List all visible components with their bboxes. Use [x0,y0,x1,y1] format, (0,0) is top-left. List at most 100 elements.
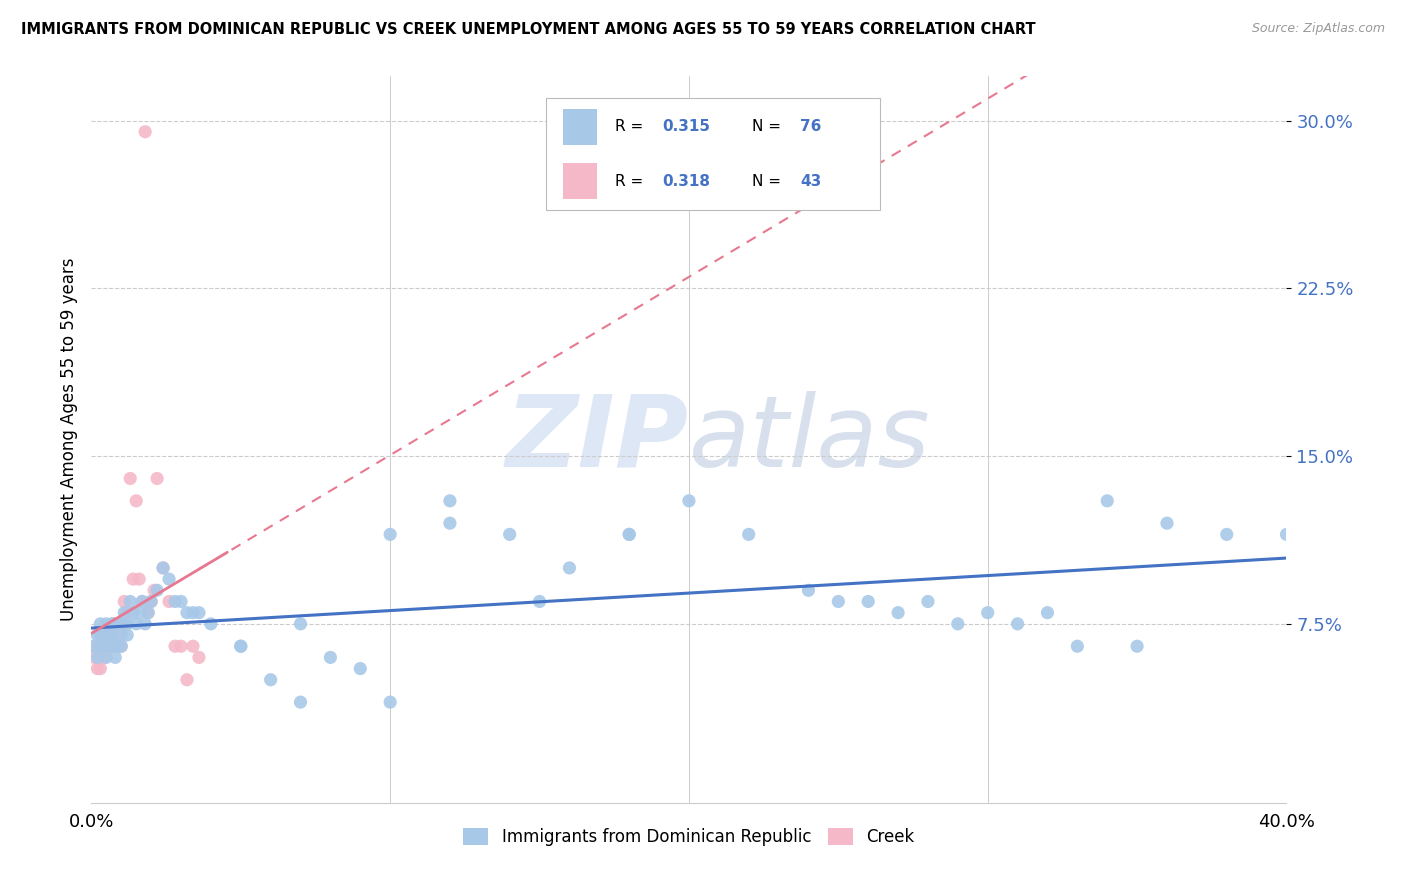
Point [89,650,111,665]
Point [89,639,111,653]
Point [115,606,138,620]
Point [163,594,186,608]
Point [136,606,159,620]
Point [136,606,159,620]
Point [176,606,198,620]
Point [96,639,118,653]
Point [157,572,180,586]
Text: 43: 43 [800,174,821,189]
Point [93,628,115,642]
Point [120,471,142,485]
Point [110,639,132,653]
Point [134,125,156,139]
Point [112,606,135,620]
Point [380,527,402,541]
Point [827,594,849,608]
Point [83,639,105,653]
Text: ZIP: ZIP [506,391,689,488]
Point [1126,639,1149,653]
Point [128,572,150,586]
Point [101,639,124,653]
Point [93,628,115,642]
Point [181,606,204,620]
Point [107,616,129,631]
Point [290,616,312,631]
Point [98,628,121,642]
Point [125,493,148,508]
Point [152,561,174,575]
Point [104,650,127,665]
Point [93,650,115,665]
Point [141,594,163,608]
Point [83,650,105,665]
Point [1036,606,1059,620]
Point [96,650,118,665]
Point [96,639,118,653]
Point [93,639,115,653]
Point [229,639,252,653]
Point [107,639,129,653]
Text: R =: R = [614,174,648,189]
Point [188,650,211,665]
Point [678,493,700,508]
Text: N =: N = [752,120,786,134]
Point [96,616,118,631]
Point [86,650,108,665]
Point [1007,616,1029,631]
Point [104,639,127,653]
Point [499,527,522,541]
Point [120,594,142,608]
Point [101,628,124,642]
Point [89,639,111,653]
Point [188,606,211,620]
Point [122,572,145,586]
Point [104,616,127,631]
Point [946,616,969,631]
Point [143,583,166,598]
Point [110,616,132,631]
Point [112,616,135,631]
Point [737,527,759,541]
FancyBboxPatch shape [546,97,880,211]
Point [128,606,150,620]
Point [176,673,198,687]
Point [163,639,186,653]
Point [86,662,108,676]
Point [125,616,148,631]
Text: IMMIGRANTS FROM DOMINICAN REPUBLIC VS CREEK UNEMPLOYMENT AMONG AGES 55 TO 59 YEA: IMMIGRANTS FROM DOMINICAN REPUBLIC VS CR… [21,22,1036,37]
Point [112,594,135,608]
Point [319,650,342,665]
Point [86,639,108,653]
Point [157,594,180,608]
Y-axis label: Unemployment Among Ages 55 to 59 years: Unemployment Among Ages 55 to 59 years [59,258,77,621]
Point [104,639,127,653]
Point [976,606,998,620]
Point [134,616,156,631]
Point [1275,527,1298,541]
Point [439,493,461,508]
Point [439,516,461,531]
Point [146,583,169,598]
Point [200,616,222,631]
Text: 76: 76 [800,120,821,134]
Point [101,616,124,631]
Point [858,594,880,608]
Point [1097,493,1119,508]
Point [101,639,124,653]
Point [86,628,108,642]
Point [131,594,153,608]
Text: Source: ZipAtlas.com: Source: ZipAtlas.com [1251,22,1385,36]
FancyBboxPatch shape [564,109,598,145]
Text: atlas: atlas [689,391,931,488]
Point [101,616,124,631]
Point [917,594,939,608]
Point [181,639,204,653]
Point [98,639,121,653]
Text: 0.318: 0.318 [662,174,710,189]
Text: 0.315: 0.315 [662,120,710,134]
Point [619,527,641,541]
Point [170,639,193,653]
Point [96,628,118,642]
Point [170,594,193,608]
Point [1216,527,1239,541]
